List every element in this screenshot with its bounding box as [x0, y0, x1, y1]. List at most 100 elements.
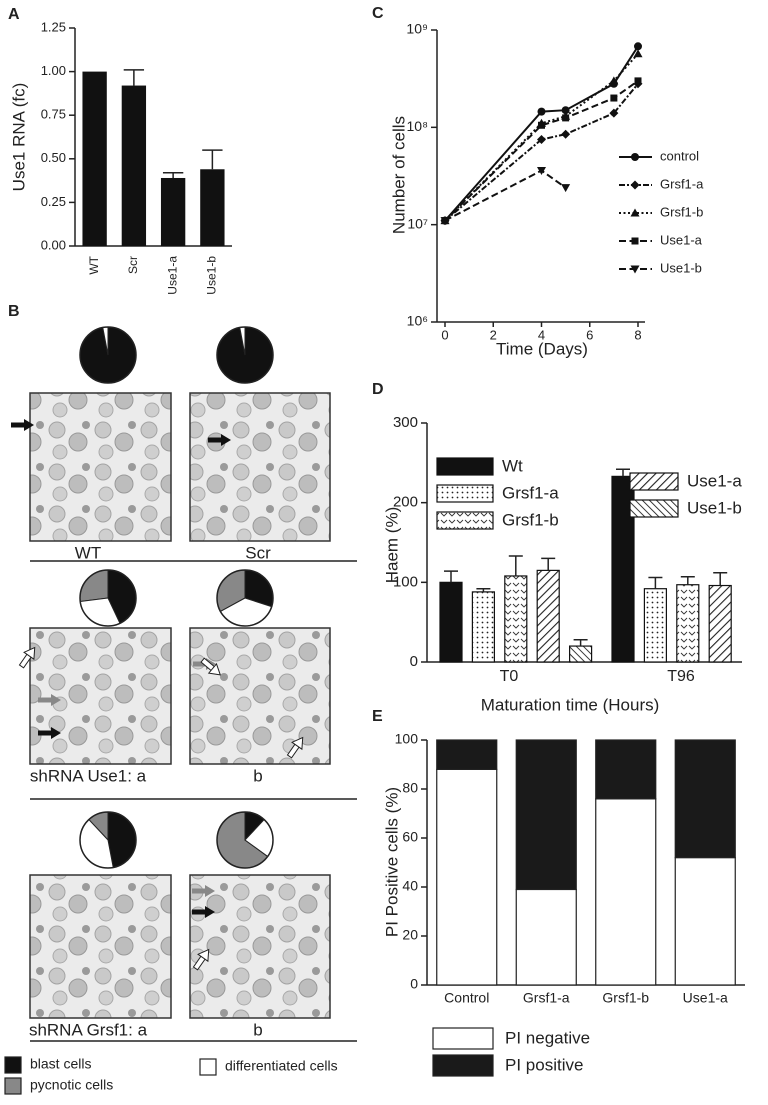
panel-label: A	[8, 6, 20, 23]
legend-label: Use1-a	[687, 471, 742, 490]
micrograph	[189, 874, 331, 1019]
pie-outline	[216, 326, 274, 384]
pie-outline	[79, 569, 137, 627]
panel-caption: WT	[75, 543, 101, 562]
legend-label: PI negative	[505, 1028, 590, 1047]
marker	[634, 77, 642, 85]
x-tick-label: Control	[444, 990, 489, 1006]
bar-segment	[595, 798, 657, 986]
micrographs	[11, 392, 357, 1042]
x-axis-label: Time (Days)	[496, 339, 588, 358]
x-tick-label: 8	[634, 327, 641, 342]
panel-caption: b	[253, 1020, 262, 1039]
panel-label: B	[8, 303, 20, 320]
bar	[471, 591, 495, 663]
y-tick-label: 200	[393, 494, 418, 511]
y-tick-label: 10⁸	[407, 118, 429, 134]
x-tick-label: Use1-a	[683, 990, 728, 1006]
legend-label: blast cells	[30, 1056, 91, 1072]
marker	[537, 107, 546, 116]
y-tick-label: 10⁹	[406, 21, 428, 37]
marker	[561, 129, 571, 139]
y-tick-label: 20	[402, 927, 418, 943]
error-bar	[648, 576, 663, 589]
error-bar	[541, 557, 556, 571]
bar	[536, 569, 560, 663]
bar	[676, 584, 700, 663]
legend-swatch	[432, 1054, 494, 1077]
panel-caption: Scr	[245, 543, 271, 562]
bar-segment	[674, 856, 736, 986]
x-tick-label: 4	[538, 327, 545, 342]
y-tick-label: 80	[402, 780, 418, 796]
micrograph	[29, 874, 172, 1019]
x-tick-label: Use1-a	[165, 256, 179, 295]
legend-swatch	[436, 511, 494, 530]
legend-label: Use1-b	[660, 260, 702, 275]
y-tick-label: 10⁷	[407, 215, 428, 231]
panel-caption: b	[253, 766, 262, 785]
y-tick-label: 0.75	[41, 107, 66, 122]
y-tick-label: 10⁶	[407, 313, 428, 329]
pie-wedge	[107, 811, 137, 869]
line	[444, 83, 639, 222]
x-tick-label: 6	[586, 327, 593, 342]
error-bar	[202, 149, 223, 170]
error-bar	[123, 69, 145, 86]
legend-swatch	[432, 1027, 494, 1050]
panel-caption: shRNA Use1: a	[30, 766, 147, 785]
legend-swatch	[199, 1058, 217, 1076]
legend-label: pycnotic cells	[30, 1077, 113, 1093]
bar-segment	[515, 888, 577, 986]
legend-label: differentiated cells	[225, 1058, 338, 1074]
legend-label: Grsf1-b	[660, 204, 703, 219]
marker	[562, 114, 570, 122]
error-bar	[573, 638, 588, 647]
marker	[561, 184, 571, 193]
marker	[561, 106, 570, 115]
bar	[643, 588, 668, 663]
pie-outline	[79, 326, 137, 384]
panel-label: C	[372, 5, 384, 22]
legend-swatch	[4, 1077, 22, 1095]
y-axis-label: PI Positive cells (%)	[382, 787, 401, 937]
legend-marker	[631, 237, 639, 245]
pie-wedge	[79, 569, 109, 603]
error-bar	[616, 468, 630, 477]
y-tick-label: 1.25	[41, 19, 66, 34]
bar-segment	[436, 739, 498, 770]
marker	[633, 49, 643, 58]
x-axis-label: Maturation time (Hours)	[481, 695, 660, 714]
legend-label: Use1-a	[660, 232, 703, 247]
x-tick-label: 2	[490, 327, 497, 342]
legend-label: Grsf1-a	[502, 483, 559, 502]
legend-marker	[631, 153, 639, 161]
y-tick-label: 60	[402, 829, 418, 845]
y-tick-label: 0.25	[41, 194, 66, 209]
micrograph	[189, 392, 331, 542]
x-tick-label: T0	[500, 668, 519, 685]
bar	[504, 575, 528, 663]
legend-label: PI positive	[505, 1055, 583, 1074]
error-bar	[162, 172, 184, 178]
bar	[160, 177, 186, 246]
bar-segment	[436, 768, 498, 986]
legend-label: Grsf1-b	[502, 510, 559, 529]
legend-label: control	[660, 148, 699, 163]
pie-outline	[79, 811, 137, 869]
micrograph	[189, 627, 331, 765]
bar	[439, 581, 463, 663]
line	[444, 169, 567, 222]
x-tick-label: Use1-b	[205, 256, 219, 295]
y-tick-label: 0.50	[41, 150, 66, 165]
panel-label: D	[372, 381, 384, 398]
marker	[537, 134, 546, 144]
legend-marker	[630, 180, 640, 190]
line	[444, 45, 639, 222]
bar	[82, 71, 107, 246]
x-tick-label: Grsf1-b	[602, 990, 649, 1006]
marker	[609, 108, 619, 118]
legend-swatch	[629, 499, 679, 518]
y-tick-label: 0.00	[41, 237, 66, 252]
